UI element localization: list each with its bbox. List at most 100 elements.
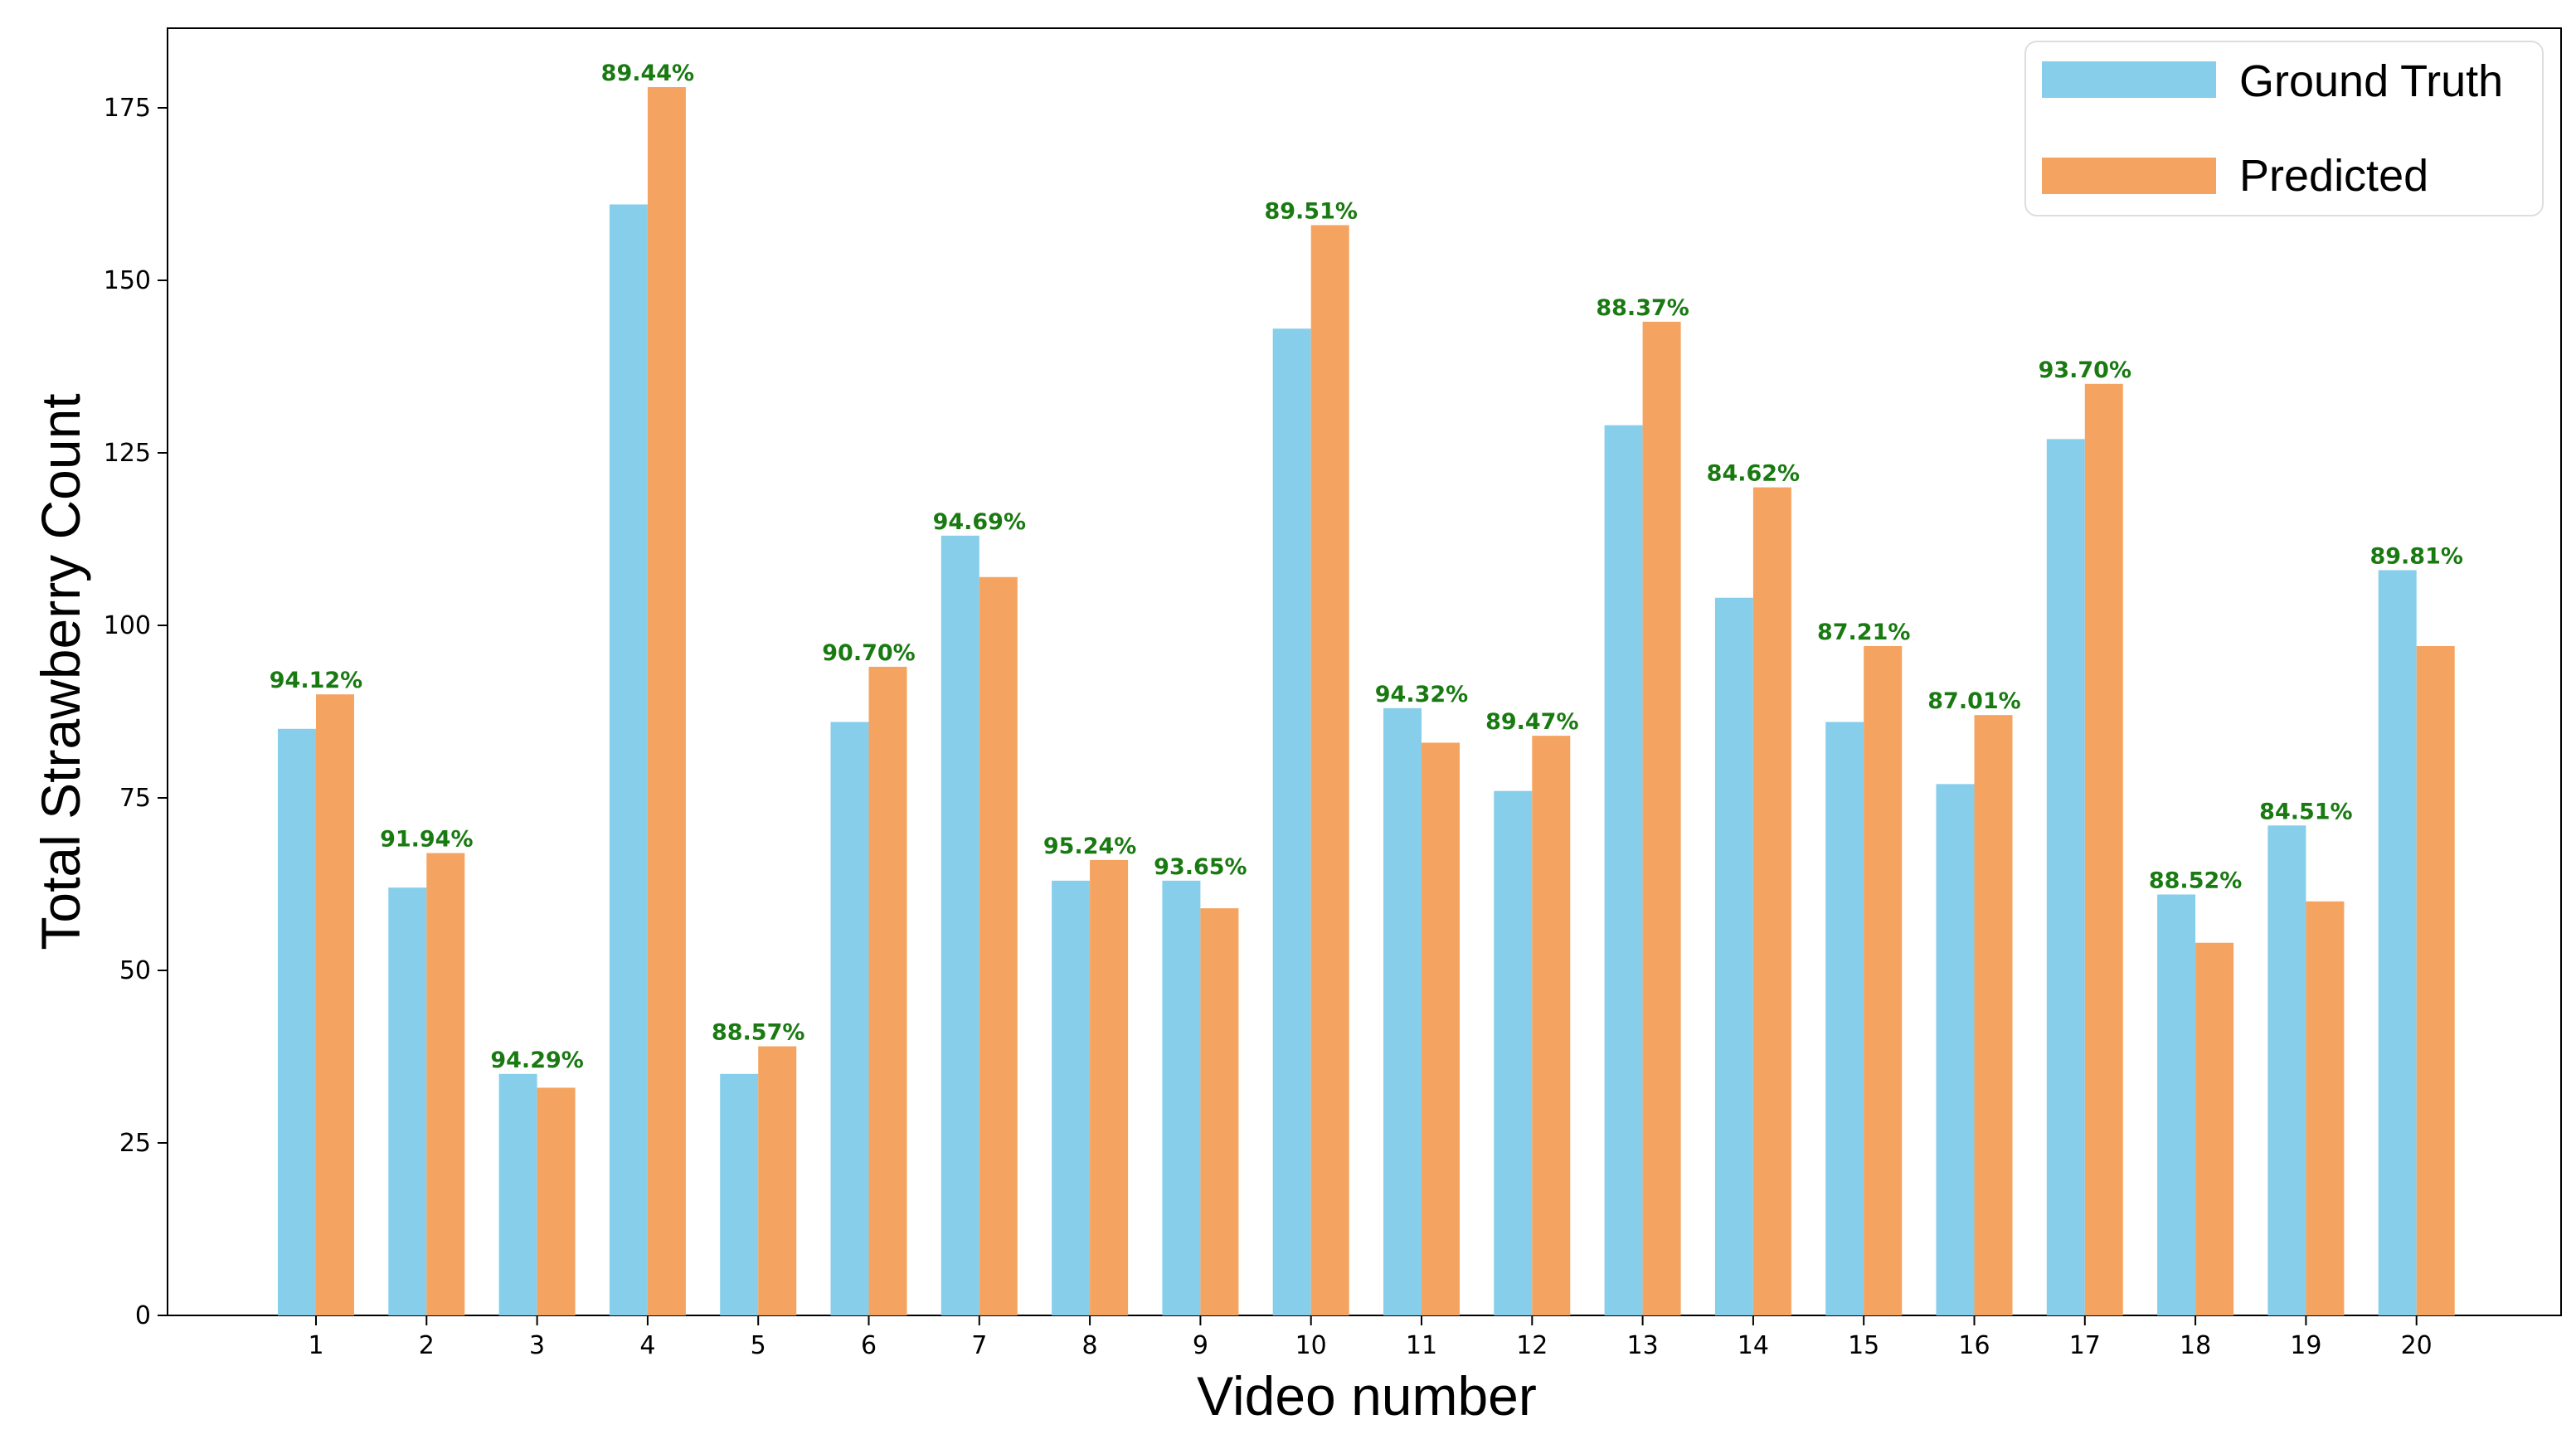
percent-annotations: 94.12% 91.94% 94.29% 89.44% 88.57% 90.70% 94.6… <box>270 61 2463 1073</box>
x-tick-label: 18 <box>2180 1331 2211 1360</box>
accuracy-annotation-8: 95.24% <box>1043 834 1136 859</box>
bar-ground-truth-14 <box>1714 597 1753 1315</box>
accuracy-annotation-2: 91.94% <box>380 827 473 853</box>
bar-predicted-8 <box>1090 859 1129 1315</box>
x-axis: 1 2 3 4 5 6 7 8 9 10 11 12 13 14 15 16 17 18 19 20 <box>308 1315 2433 1360</box>
accuracy-annotation-18: 88.52% <box>2149 868 2242 893</box>
accuracy-annotation-9: 93.65% <box>1154 854 1247 880</box>
bar-predicted-15 <box>1864 645 1903 1315</box>
y-axis-label: Total Strawberry Count <box>30 393 91 950</box>
accuracy-annotation-19: 84.51% <box>2259 799 2352 824</box>
bar-ground-truth-20 <box>2378 570 2417 1315</box>
bar-predicted-14 <box>1752 487 1791 1315</box>
accuracy-annotation-5: 88.57% <box>712 1020 804 1046</box>
x-tick-label: 12 <box>1516 1331 1548 1360</box>
accuracy-annotation-13: 88.37% <box>1596 295 1689 321</box>
accuracy-annotation-12: 89.47% <box>1485 709 1578 735</box>
bar-ground-truth-8 <box>1052 880 1091 1315</box>
bar-ground-truth-18 <box>2157 894 2196 1315</box>
x-tick-label: 7 <box>971 1331 987 1360</box>
bar-ground-truth-11 <box>1383 707 1422 1315</box>
bar-ground-truth-19 <box>2267 825 2306 1315</box>
accuracy-annotation-14: 84.62% <box>1707 461 1800 487</box>
legend: Ground Truth Predicted <box>2024 41 2544 216</box>
x-axis-label: Video number <box>1197 1365 1537 1427</box>
x-tick-label: 4 <box>639 1331 655 1360</box>
x-tick-label: 14 <box>1738 1331 1769 1360</box>
x-tick-label: 20 <box>2401 1331 2433 1360</box>
bar-predicted-19 <box>2306 901 2345 1315</box>
bar-predicted-1 <box>316 694 354 1315</box>
accuracy-annotation-6: 90.70% <box>822 640 915 666</box>
bar-ground-truth-13 <box>1604 425 1643 1315</box>
bar-ground-truth-1 <box>278 728 316 1315</box>
x-tick-label: 16 <box>1958 1331 1990 1360</box>
bar-predicted-3 <box>537 1087 576 1315</box>
x-tick-label: 19 <box>2290 1331 2321 1360</box>
bar-predicted-9 <box>1200 908 1239 1315</box>
legend-swatch-predicted <box>2042 158 2216 194</box>
bar-predicted-12 <box>1532 736 1571 1315</box>
y-tick-label: 0 <box>135 1301 151 1330</box>
x-tick-label: 8 <box>1082 1331 1098 1360</box>
bars <box>278 87 2455 1316</box>
bar-predicted-2 <box>426 853 465 1315</box>
bar-predicted-10 <box>1310 225 1349 1316</box>
x-tick-label: 13 <box>1627 1331 1659 1360</box>
x-tick-label: 1 <box>308 1331 323 1360</box>
x-tick-label: 2 <box>419 1331 435 1360</box>
x-tick-label: 3 <box>529 1331 545 1360</box>
bar-predicted-4 <box>647 87 686 1315</box>
accuracy-annotation-11: 94.32% <box>1375 682 1468 707</box>
bar-ground-truth-16 <box>1936 784 1975 1315</box>
y-tick-label: 50 <box>119 956 151 985</box>
bar-ground-truth-3 <box>498 1073 537 1315</box>
x-tick-label: 17 <box>2069 1331 2101 1360</box>
bar-predicted-20 <box>2416 645 2455 1315</box>
legend-label-predicted: Predicted <box>2239 151 2428 201</box>
y-tick-label: 75 <box>119 784 151 813</box>
y-tick-label: 125 <box>104 439 151 468</box>
bar-predicted-13 <box>1642 321 1681 1315</box>
x-tick-label: 5 <box>751 1331 766 1360</box>
bar-predicted-5 <box>758 1046 797 1315</box>
plot-frame <box>167 27 2562 1316</box>
y-tick-label: 100 <box>104 611 151 640</box>
bar-predicted-18 <box>2195 942 2234 1315</box>
y-tick-label: 25 <box>119 1129 151 1158</box>
legend-swatch-ground-truth <box>2042 61 2216 98</box>
bar-predicted-7 <box>979 576 1018 1315</box>
accuracy-annotation-17: 93.70% <box>2039 357 2131 383</box>
x-tick-label: 9 <box>1193 1331 1208 1360</box>
bar-ground-truth-12 <box>1494 790 1533 1315</box>
x-tick-label: 10 <box>1295 1331 1327 1360</box>
bar-ground-truth-4 <box>609 204 648 1316</box>
y-tick-label: 175 <box>104 94 151 123</box>
accuracy-annotation-1: 94.12% <box>270 668 362 693</box>
bar-ground-truth-10 <box>1272 328 1311 1315</box>
accuracy-annotation-7: 94.69% <box>933 509 1026 535</box>
accuracy-annotation-4: 89.44% <box>601 61 694 86</box>
bar-ground-truth-6 <box>830 722 869 1315</box>
bar-ground-truth-5 <box>720 1073 759 1315</box>
bar-ground-truth-15 <box>1825 722 1864 1315</box>
accuracy-annotation-10: 89.51% <box>1264 198 1357 224</box>
bar-ground-truth-7 <box>940 535 979 1315</box>
bar-ground-truth-9 <box>1162 880 1201 1315</box>
x-tick-label: 15 <box>1848 1331 1879 1360</box>
bar-predicted-6 <box>868 666 907 1315</box>
bar-predicted-17 <box>2084 383 2123 1315</box>
bar-ground-truth-17 <box>2046 439 2085 1315</box>
y-tick-label: 150 <box>104 266 151 295</box>
accuracy-annotation-20: 89.81% <box>2369 543 2462 569</box>
bar-predicted-11 <box>1422 742 1460 1315</box>
bar-ground-truth-2 <box>388 887 427 1315</box>
accuracy-annotation-15: 87.21% <box>1817 620 1910 645</box>
accuracy-annotation-3: 94.29% <box>490 1048 583 1073</box>
legend-label-ground-truth: Ground Truth <box>2239 56 2503 106</box>
x-tick-label: 6 <box>861 1331 877 1360</box>
bar-predicted-16 <box>1974 715 2013 1315</box>
y-axis: 0 25 50 75 100 125 150 175 <box>104 94 168 1330</box>
accuracy-annotation-16: 87.01% <box>1927 688 2020 714</box>
